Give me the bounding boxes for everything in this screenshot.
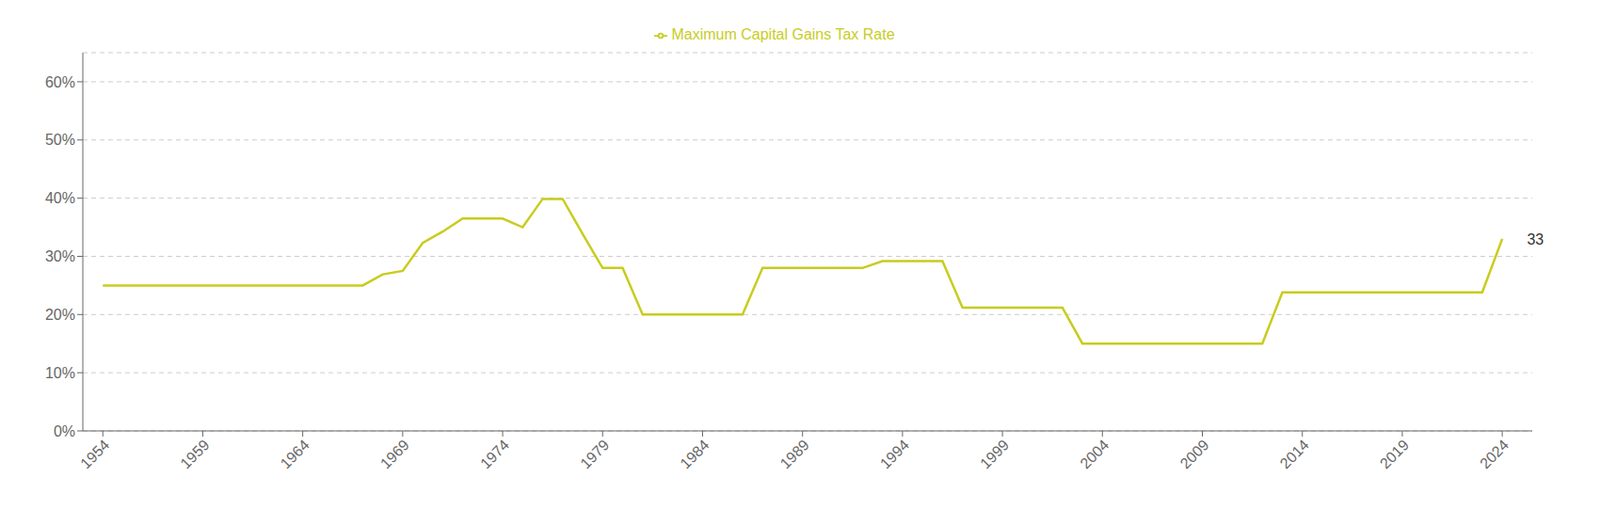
svg-text:1954: 1954 <box>77 436 112 472</box>
svg-text:20%: 20% <box>45 306 76 323</box>
svg-text:1964: 1964 <box>277 436 313 472</box>
svg-text:2009: 2009 <box>1176 436 1212 472</box>
svg-text:1974: 1974 <box>477 436 512 472</box>
svg-text:2014: 2014 <box>1277 436 1312 472</box>
html-text:Maximum Capital Gains Tax Rate: Maximum Capital Gains Tax Rate <box>671 26 895 43</box>
svg-text:10%: 10% <box>45 365 76 382</box>
svg-text:33: 33 <box>1526 231 1544 248</box>
svg-text:2024: 2024 <box>1476 436 1512 472</box>
svg-text:2004: 2004 <box>1076 436 1112 472</box>
svg-text:30%: 30% <box>45 248 76 265</box>
svg-text:1984: 1984 <box>676 436 712 472</box>
svg-text:1979: 1979 <box>576 436 612 472</box>
svg-text:2019: 2019 <box>1376 436 1412 472</box>
svg-text:40%: 40% <box>45 190 76 207</box>
svg-text:50%: 50% <box>45 131 76 148</box>
svg-text:60%: 60% <box>45 74 76 91</box>
svg-text:1989: 1989 <box>777 436 813 472</box>
svg-text:1959: 1959 <box>176 436 212 472</box>
svg-text:1969: 1969 <box>377 436 413 472</box>
svg-text:1994: 1994 <box>877 436 912 472</box>
svg-text:1999: 1999 <box>976 436 1012 472</box>
svg-text:0%: 0% <box>53 423 76 440</box>
